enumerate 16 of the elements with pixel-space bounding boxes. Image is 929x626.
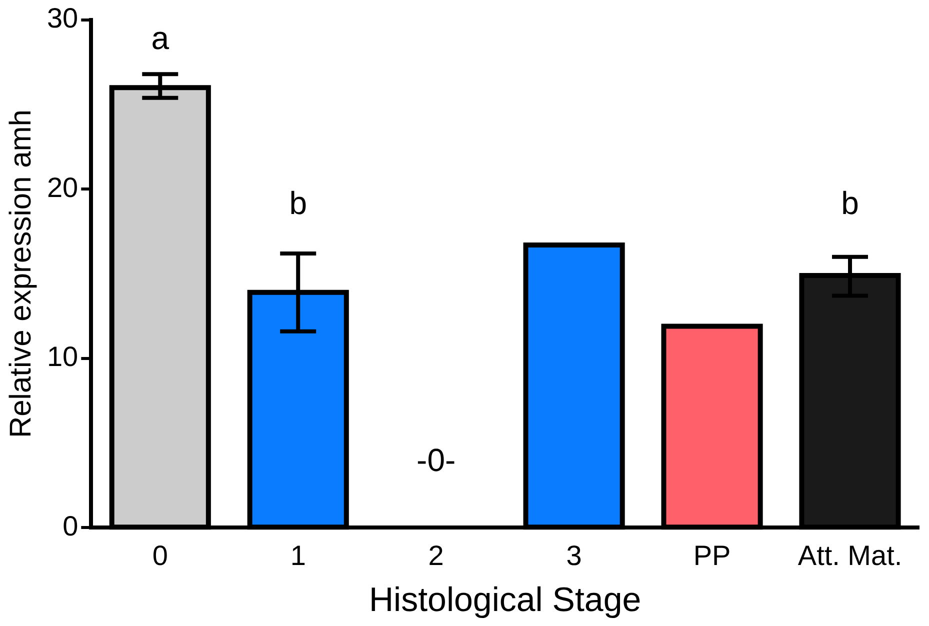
- annotation: a: [151, 20, 170, 56]
- annotation: b: [289, 184, 308, 221]
- y-tick-label: 0: [62, 510, 78, 542]
- y-axis-title: Relative expression amh: [4, 110, 38, 438]
- x-tick-label: 3: [566, 540, 582, 572]
- y-tick-label: 20: [46, 172, 78, 203]
- x-tick-label: 1: [290, 540, 306, 572]
- x-tick-label: Att. Mat.: [798, 540, 902, 572]
- y-tick-label: 30: [46, 2, 78, 34]
- x-axis-title: Histological Stage: [368, 580, 642, 619]
- x-tick-label: 0: [152, 540, 168, 572]
- x-tick-label: 2: [428, 540, 444, 572]
- annotation: -0-: [416, 442, 456, 478]
- y-tick-label: 10: [46, 341, 78, 372]
- annotation: b: [841, 184, 859, 221]
- x-tick-label: PP: [693, 540, 731, 572]
